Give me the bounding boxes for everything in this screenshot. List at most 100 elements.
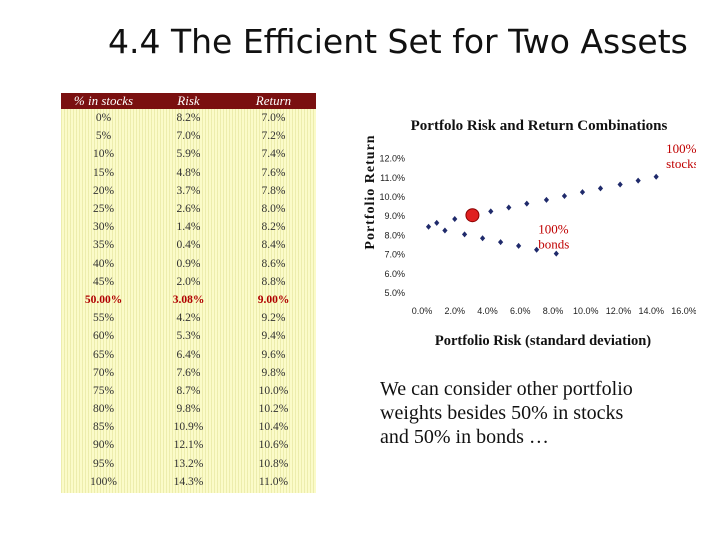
cell-risk: 4.2%: [176, 312, 201, 325]
data-point: [534, 246, 540, 253]
y-axis-label: Portfolio Return: [363, 134, 378, 249]
x-tick-label: 8.0%: [543, 306, 564, 316]
cell-stocks: 100%: [90, 475, 117, 488]
cell-risk: 4.8%: [176, 166, 201, 179]
cell-risk: 3.7%: [176, 184, 201, 197]
data-point: [635, 177, 641, 184]
cell-stocks: 45%: [92, 275, 115, 288]
table-row: 20% 3.7% 7.8%: [61, 182, 316, 200]
cell-return: 10.0%: [258, 384, 289, 397]
cell-risk: 0.4%: [176, 239, 201, 252]
cell-risk: 8.7%: [176, 384, 201, 397]
cell-risk: 7.6%: [176, 366, 201, 379]
cell-return: 10.6%: [258, 439, 289, 452]
cell-return: 8.4%: [261, 239, 286, 252]
y-tick-label: 5.0%: [384, 288, 405, 298]
cell-risk: 10.9%: [173, 421, 204, 434]
cell-stocks: 55%: [92, 312, 115, 325]
data-point: [597, 185, 604, 192]
cell-stocks: 35%: [92, 239, 115, 252]
cell-return: 8.2%: [261, 221, 286, 234]
table-row: 45% 2.0% 8.8%: [61, 273, 316, 291]
portfolio-table-panel: % in stocks Risk Return 0% 8.2% 7.0% 5% 7.0%…: [61, 93, 316, 493]
slide-title: 4.4 The Efficient Set for Two Assets: [108, 22, 688, 61]
table-row: 35% 0.4% 8.4%: [61, 236, 316, 254]
table-row: 50.00% 3.08% 9.00%: [61, 291, 316, 309]
y-tick-label: 12.0%: [379, 154, 405, 164]
cell-risk: 6.4%: [176, 348, 201, 361]
cell-stocks: 15%: [92, 166, 115, 179]
cell-return: 11.0%: [258, 475, 289, 488]
cell-stocks: 25%: [92, 203, 115, 216]
cell-stocks: 40%: [92, 257, 115, 270]
table-row: 15% 4.8% 7.6%: [61, 164, 316, 182]
table-row: 5% 7.0% 7.2%: [61, 127, 316, 145]
cell-stocks: 10%: [92, 148, 115, 161]
data-point: [506, 204, 512, 211]
x-tick-label: 14.0%: [638, 306, 664, 316]
cell-stocks: 0%: [95, 112, 112, 125]
y-tick-label: 6.0%: [384, 269, 405, 279]
table-row: 80% 9.8% 10.2%: [61, 400, 316, 418]
table-row: 100% 14.3% 11.0%: [61, 473, 316, 491]
cell-risk: 3.08%: [172, 293, 205, 306]
cell-risk: 0.9%: [176, 257, 201, 270]
table-row: 65% 6.4% 9.6%: [61, 345, 316, 363]
x-tick-label: 12.0%: [606, 306, 632, 316]
data-point: [524, 200, 530, 207]
x-tick-label: 6.0%: [510, 306, 531, 316]
data-point: [488, 208, 494, 215]
portfolio-table: % in stocks Risk Return 0% 8.2% 7.0% 5% 7.0%…: [61, 93, 316, 491]
highlight-point: [465, 208, 480, 223]
annotation-line1: 100%: [666, 141, 696, 156]
cell-return: 8.0%: [261, 203, 286, 216]
cell-stocks: 85%: [92, 421, 115, 434]
table-row: 40% 0.9% 8.6%: [61, 255, 316, 273]
cell-return: 8.8%: [261, 275, 286, 288]
cell-stocks: 65%: [92, 348, 115, 361]
data-point: [579, 189, 586, 196]
x-axis-label: Portfolio Risk (standard deviation): [435, 333, 651, 349]
chart-title: Portfolo Risk and Return Combinations: [411, 118, 668, 134]
cell-return: 7.8%: [261, 184, 286, 197]
y-tick-label: 9.0%: [384, 211, 405, 221]
table-row: 70% 7.6% 9.8%: [61, 364, 316, 382]
table-row: 30% 1.4% 8.2%: [61, 218, 316, 236]
cell-return: 10.8%: [258, 457, 289, 470]
data-point: [434, 219, 440, 226]
column-header-stocks: % in stocks: [61, 93, 146, 109]
table-row: 95% 13.2% 10.8%: [61, 455, 316, 473]
cell-stocks: 5%: [95, 130, 112, 143]
y-tick-label: 11.0%: [380, 173, 405, 183]
data-point: [498, 239, 504, 246]
cell-stocks: 30%: [92, 221, 115, 234]
data-point: [461, 231, 468, 238]
cell-risk: 8.2%: [176, 112, 201, 125]
x-tick-label: 0.0%: [412, 306, 433, 316]
x-tick-label: 10.0%: [573, 306, 599, 316]
table-row: 75% 8.7% 10.0%: [61, 382, 316, 400]
cell-risk: 5.3%: [176, 330, 201, 343]
table-row: 90% 12.1% 10.6%: [61, 436, 316, 454]
cell-stocks: 70%: [92, 366, 115, 379]
data-point: [479, 235, 486, 242]
column-header-risk: Risk: [146, 93, 231, 109]
cell-return: 8.6%: [261, 257, 286, 270]
data-point: [442, 227, 448, 234]
cell-stocks: 60%: [92, 330, 115, 343]
table-row: 0% 8.2% 7.0%: [61, 109, 316, 127]
cell-return: 7.2%: [261, 130, 286, 143]
table-row: 25% 2.6% 8.0%: [61, 200, 316, 218]
cell-stocks: 90%: [92, 439, 115, 452]
risk-return-chart: Portfolo Risk and Return Combinations Po…: [363, 118, 696, 349]
cell-stocks: 20%: [92, 184, 115, 197]
data-point: [561, 193, 568, 199]
data-point: [516, 242, 522, 249]
cell-return: 9.8%: [261, 366, 286, 379]
x-tick-label: 2.0%: [444, 306, 465, 316]
data-point: [617, 181, 623, 188]
x-tick-label: 16.0%: [671, 306, 696, 316]
cell-return: 7.6%: [261, 166, 286, 179]
cell-risk: 2.6%: [176, 203, 201, 216]
cell-stocks: 80%: [92, 403, 115, 416]
